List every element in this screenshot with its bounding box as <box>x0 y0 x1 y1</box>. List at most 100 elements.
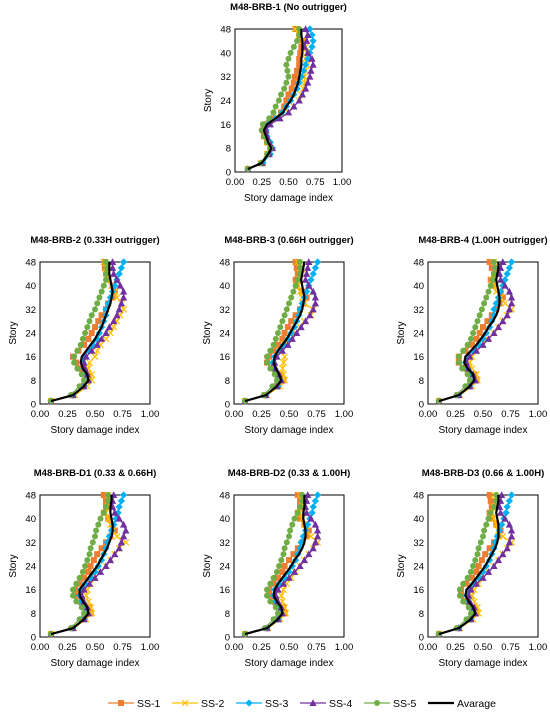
y-tick-label: 16 <box>25 352 36 363</box>
y-tick-label: 48 <box>413 258 424 269</box>
data-point <box>292 259 299 265</box>
data-point <box>298 90 307 98</box>
data-point <box>303 287 311 296</box>
data-point <box>294 492 301 498</box>
data-point <box>485 288 492 295</box>
data-point <box>286 533 292 540</box>
data-point <box>470 563 477 569</box>
plot-frame <box>39 261 151 405</box>
data-point <box>284 341 292 348</box>
data-point <box>309 544 317 552</box>
plot-frame <box>233 261 345 405</box>
legend-marker <box>374 700 380 706</box>
data-point <box>278 346 286 354</box>
y-tick-label: 32 <box>25 538 36 549</box>
data-point <box>284 67 291 74</box>
data-point <box>79 335 86 342</box>
x-tick-label: 0.25 <box>252 642 271 653</box>
data-point <box>98 335 106 342</box>
y-tick-label: 0 <box>225 400 230 411</box>
data-point <box>105 492 112 498</box>
data-point <box>115 305 123 313</box>
data-point <box>281 330 288 336</box>
data-point <box>287 527 294 534</box>
data-point <box>92 306 98 313</box>
data-point <box>311 299 319 307</box>
data-point <box>91 574 99 581</box>
data-point <box>467 585 475 593</box>
data-point <box>275 610 281 617</box>
data-point <box>275 574 281 581</box>
data-point <box>117 497 125 505</box>
data-point <box>95 318 102 325</box>
legend-label: Avarage <box>457 698 496 710</box>
data-point <box>286 300 292 307</box>
y-tick-label: 0 <box>225 633 230 644</box>
data-point <box>508 293 516 301</box>
data-point <box>309 60 317 68</box>
series-line <box>438 495 500 636</box>
data-point <box>79 568 86 575</box>
panel-6: M48-BRB-D2 (0.33 & 1.00H) 0.00 0.25 0.50 0.7… <box>202 468 353 669</box>
y-tick-label: 16 <box>413 585 424 596</box>
plot-frame <box>233 494 345 638</box>
x-tick-label: 0.75 <box>306 177 325 188</box>
data-point <box>502 509 510 517</box>
data-point <box>306 49 314 57</box>
data-point <box>481 300 488 307</box>
data-point <box>476 312 483 319</box>
data-point <box>283 306 290 313</box>
data-point <box>86 359 93 367</box>
panel-7: M48-BRB-D3 (0.66 & 1.00H) 0.00 0.25 0.50 0.7… <box>396 468 547 669</box>
y-tick-label: 32 <box>220 72 231 83</box>
y-tick-label: 32 <box>25 305 36 316</box>
data-point <box>280 359 287 367</box>
data-point <box>85 568 92 575</box>
data-point <box>290 102 298 110</box>
data-point <box>308 43 316 51</box>
data-point <box>98 545 105 552</box>
data-point <box>88 312 95 319</box>
data-point <box>309 287 317 295</box>
data-point <box>294 509 301 516</box>
data-point <box>279 335 286 342</box>
data-point <box>70 592 76 599</box>
data-point <box>276 563 283 569</box>
panel-title: M48-BRB-D2 (0.33 & 1.00H) <box>228 468 350 479</box>
data-point <box>73 580 80 587</box>
data-point <box>76 574 83 581</box>
data-point <box>491 503 497 510</box>
x-tick-label: 1.00 <box>141 642 160 653</box>
data-point <box>306 311 314 319</box>
data-point <box>285 91 292 98</box>
data-point <box>270 574 277 581</box>
plot-frame <box>427 494 539 638</box>
x-axis-label: Story damage index <box>245 658 334 669</box>
panel-title: M48-BRB-4 (1.00H outrigger) <box>418 235 547 246</box>
y-tick-label: 8 <box>419 376 424 387</box>
data-point <box>284 108 293 116</box>
data-point <box>74 365 81 372</box>
data-point <box>505 264 513 272</box>
data-point <box>470 603 478 611</box>
legend-marker <box>245 699 253 707</box>
x-tick-label: 0.00 <box>419 642 438 653</box>
data-point <box>270 580 277 587</box>
data-point <box>270 341 277 348</box>
legend-label: SS-1 <box>137 698 161 710</box>
data-point <box>306 72 314 80</box>
data-point <box>460 347 467 354</box>
data-point <box>264 592 270 599</box>
data-point <box>304 49 312 56</box>
data-point <box>85 579 94 587</box>
data-point <box>117 264 125 272</box>
data-point <box>501 299 509 307</box>
data-point <box>281 85 288 92</box>
data-point <box>103 259 109 265</box>
data-point <box>276 114 284 122</box>
x-axis-label: Story damage index <box>439 658 528 669</box>
data-point <box>486 259 493 265</box>
data-point <box>302 25 310 32</box>
y-tick-label: 32 <box>219 538 230 549</box>
